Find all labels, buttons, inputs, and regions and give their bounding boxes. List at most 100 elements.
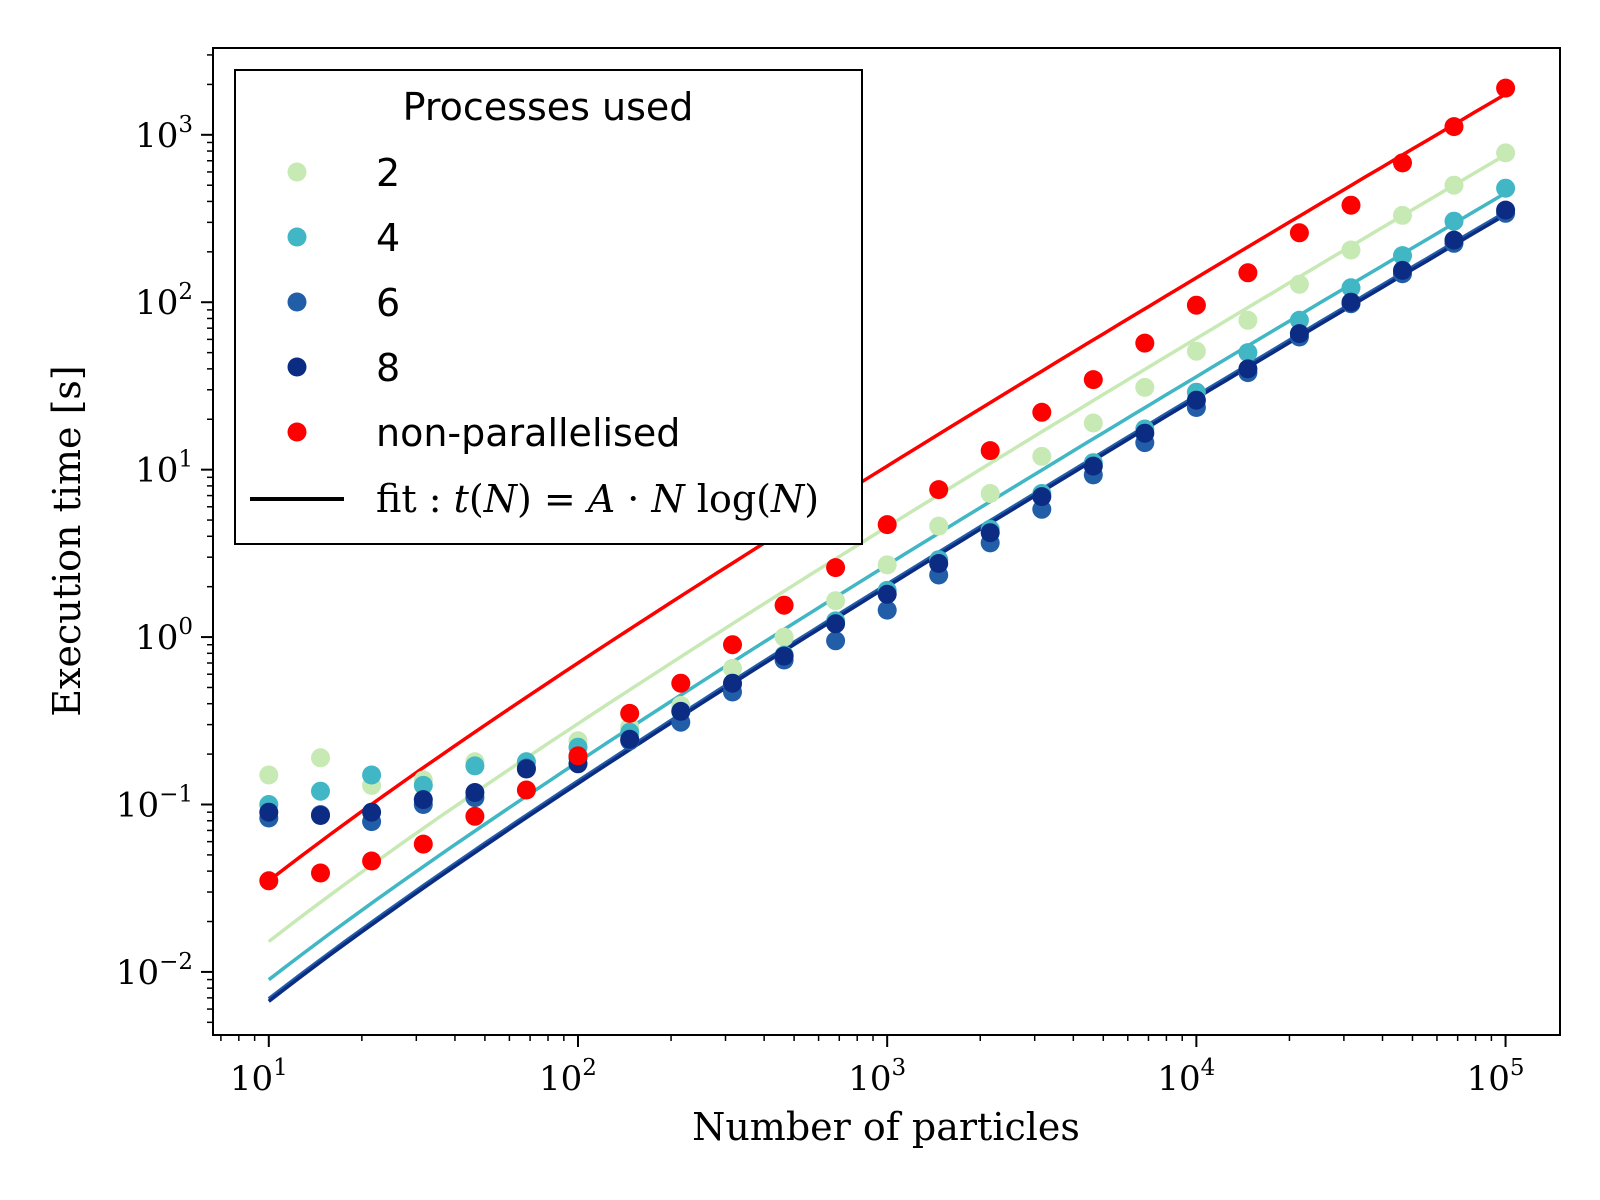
legend-label-4: non-parallelised — [376, 411, 680, 455]
data-point-1-1 — [311, 781, 330, 801]
fit-prefix: fit : — [376, 477, 454, 521]
fit-mid: ) = — [517, 477, 588, 521]
data-point-0-24 — [1496, 143, 1516, 163]
data-point-1-24 — [1496, 178, 1516, 198]
legend-label-1: 4 — [376, 216, 400, 260]
data-point-1-21 — [1341, 278, 1361, 298]
data-point-3-11 — [826, 614, 846, 634]
legend-title: Processes used — [403, 85, 694, 129]
data-point-4-12 — [877, 515, 897, 535]
data-point-4-20 — [1289, 223, 1309, 243]
data-point-1-19 — [1238, 343, 1258, 363]
data-point-4-10 — [774, 595, 794, 615]
data-point-4-0 — [259, 871, 279, 891]
data-point-3-10 — [774, 646, 794, 666]
data-point-4-9 — [723, 635, 742, 655]
data-point-4-2 — [362, 851, 382, 871]
data-point-3-19 — [1238, 359, 1258, 379]
data-point-0-20 — [1289, 274, 1309, 294]
y-tick-label-1: 10−1 — [116, 782, 193, 826]
data-point-3-15 — [1032, 487, 1052, 507]
data-point-3-21 — [1341, 292, 1361, 312]
x-tick-label-2: 103 — [848, 1055, 906, 1099]
data-point-3-9 — [723, 673, 742, 693]
data-point-4-21 — [1341, 195, 1361, 215]
data-point-0-16 — [1083, 413, 1103, 433]
x-tick-label-4: 105 — [1467, 1055, 1525, 1099]
legend: Processes used 2 4 6 8 non-parallelised fit … — [234, 69, 863, 545]
data-point-4-15 — [1032, 402, 1052, 422]
data-point-4-8 — [671, 673, 691, 693]
data-point-0-10 — [774, 627, 794, 647]
fit-line-4 — [267, 92, 1507, 883]
data-point-1-23 — [1444, 211, 1464, 231]
data-point-4-19 — [1238, 263, 1258, 283]
data-point-1-3 — [413, 775, 433, 795]
data-point-0-21 — [1341, 240, 1361, 260]
x-tick-label-0: 101 — [230, 1055, 288, 1099]
data-point-0-22 — [1393, 205, 1412, 225]
y-tick-label-4: 102 — [135, 279, 193, 323]
data-point-3-5 — [516, 759, 536, 779]
y-tick-label-5: 103 — [135, 112, 193, 156]
legend-box — [234, 69, 863, 545]
data-point-4-3 — [413, 834, 433, 854]
data-point-3-3 — [413, 790, 433, 810]
x-tick-label-3: 104 — [1157, 1055, 1215, 1099]
data-point-4-7 — [620, 703, 640, 723]
data-point-4-22 — [1393, 153, 1412, 173]
legend-marker-0 — [287, 162, 307, 182]
data-point-4-5 — [516, 780, 536, 800]
legend-marker-4 — [287, 422, 307, 442]
data-point-0-9 — [723, 658, 742, 678]
legend-fit-label: fit : t(N) = A · N log(N) — [376, 477, 819, 521]
data-point-0-12 — [877, 555, 897, 575]
data-point-1-20 — [1289, 310, 1309, 330]
data-point-3-14 — [980, 523, 1000, 543]
fit-log: log( — [685, 477, 771, 521]
legend-label-2: 6 — [376, 281, 400, 325]
x-axis-title: Number of particles — [692, 1105, 1080, 1149]
data-point-3-17 — [1135, 423, 1155, 443]
data-point-3-13 — [929, 554, 949, 573]
fit-n3: N — [770, 477, 806, 521]
data-point-4-16 — [1083, 370, 1103, 390]
legend-marker-1 — [287, 227, 307, 247]
data-point-0-13 — [929, 516, 949, 536]
data-point-2-12 — [877, 600, 897, 620]
fit-dot: · — [615, 477, 651, 521]
data-point-0-19 — [1238, 310, 1258, 330]
data-point-4-24 — [1496, 78, 1516, 98]
data-point-3-4 — [465, 783, 485, 802]
data-point-3-24 — [1496, 200, 1516, 220]
data-points — [259, 78, 1516, 891]
data-point-4-11 — [826, 558, 846, 578]
fit-open: ( — [469, 477, 484, 521]
data-point-0-18 — [1186, 341, 1206, 361]
data-point-0-14 — [980, 484, 1000, 503]
legend-marker-3 — [287, 357, 307, 377]
data-point-3-23 — [1444, 230, 1464, 250]
data-point-3-16 — [1083, 456, 1103, 476]
data-point-3-0 — [259, 802, 279, 822]
legend-items: 2 4 6 8 non-parallelised — [287, 151, 680, 455]
data-point-0-17 — [1135, 377, 1155, 397]
data-point-1-2 — [362, 765, 382, 785]
y-tick-label-2: 100 — [135, 614, 193, 658]
data-point-3-8 — [671, 701, 691, 721]
data-point-3-1 — [311, 806, 330, 825]
y-tick-label-3: 101 — [135, 447, 193, 491]
data-point-2-11 — [826, 631, 846, 651]
data-point-4-23 — [1444, 117, 1464, 137]
fit-close: ) — [804, 477, 819, 521]
fit-n2: N — [650, 477, 686, 521]
data-point-4-13 — [929, 480, 949, 500]
fit-n1: N — [483, 477, 519, 521]
data-point-3-20 — [1289, 324, 1309, 344]
data-point-1-4 — [465, 756, 485, 776]
data-point-0-11 — [826, 591, 846, 611]
legend-marker-2 — [287, 292, 307, 312]
x-axis-ticks: 101 102 103 104 105 — [220, 1035, 1525, 1099]
data-point-4-17 — [1135, 333, 1155, 353]
data-point-3-2 — [362, 802, 382, 822]
